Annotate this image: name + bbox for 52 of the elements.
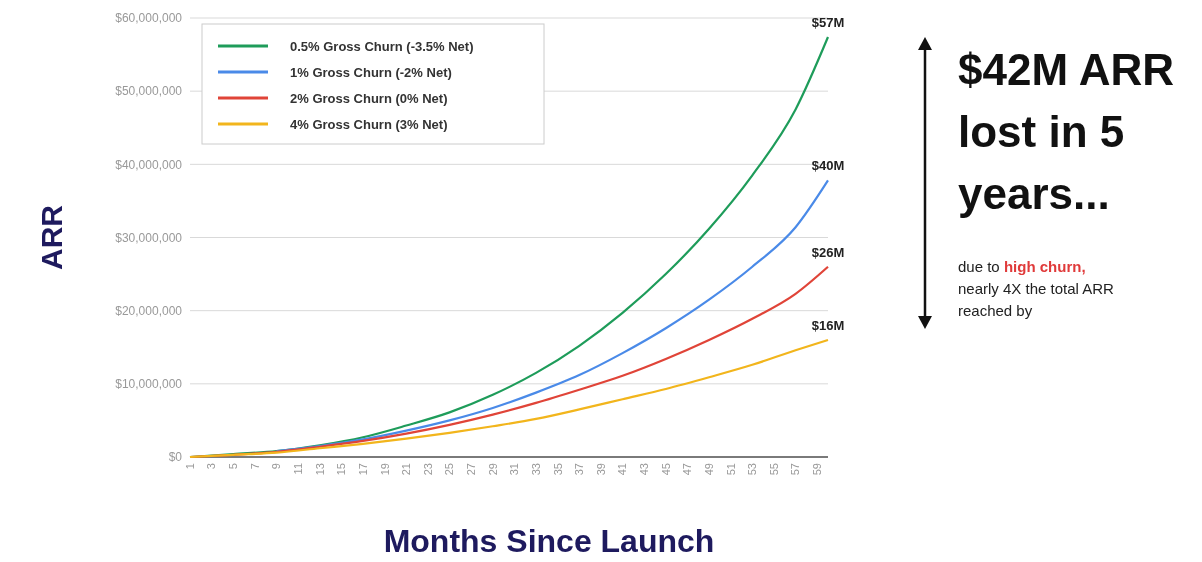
x-tick-label: 13 (313, 463, 326, 476)
x-tick-label: 33 (529, 463, 542, 476)
x-tick-label: 57 (789, 463, 802, 476)
legend-label: 4% Gross Churn (3% Net) (290, 116, 448, 132)
x-tick-label: 15 (335, 463, 348, 476)
x-tick-label: 55 (767, 463, 780, 476)
text: $42M ARR lost in 5 years... (958, 45, 1174, 218)
x-tick-label: 49 (702, 463, 715, 476)
x-tick-label: 17 (356, 463, 369, 476)
legend-label: 0.5% Gross Churn (-3.5% Net) (290, 38, 474, 54)
y-tick-label: $0 (168, 450, 183, 465)
y-tick-label: $60,000,000 (115, 11, 183, 26)
x-tick-label: 47 (681, 463, 694, 476)
y-tick-label: $50,000,000 (115, 84, 183, 99)
x-tick-label: 41 (616, 463, 629, 476)
annotation: $40M (811, 158, 845, 174)
annotation: $16M (811, 317, 845, 333)
x-tick-label: 5 (227, 463, 240, 470)
x-tick-label: 29 (486, 463, 499, 476)
y-axis-title: ARR (35, 204, 68, 270)
x-tick-label: 1 (183, 463, 196, 470)
x-tick-label: 25 (443, 463, 456, 476)
y-tick-label: $30,000,000 (115, 230, 183, 245)
line-series (188, 338, 830, 459)
x-tick-label: 45 (659, 463, 672, 476)
legend-label: 2% Gross Churn (0% Net) (290, 90, 448, 106)
text: due to (958, 258, 1000, 275)
x-tick-label: 21 (400, 463, 413, 476)
annotation: $57M (811, 15, 845, 31)
x-tick-label: 9 (270, 463, 283, 470)
x-axis-title: Months Since Launch (383, 523, 715, 559)
x-tick-label: 27 (465, 463, 477, 476)
x-tick-label: 7 (248, 463, 261, 470)
text: high churn, (1003, 258, 1086, 275)
x-tick-label: 35 (551, 463, 564, 476)
x-tick-label: 3 (205, 463, 218, 470)
x-tick-label: 23 (421, 463, 434, 476)
x-tick-label: 19 (378, 463, 391, 476)
x-tick-label: 37 (573, 463, 586, 476)
text: nearly 4X the total ARR reached by (958, 280, 1115, 319)
y-tick-label: $40,000,000 (115, 157, 183, 172)
legend-label: 1% Gross Churn (-2% Net) (290, 64, 452, 80)
x-tick-label: 39 (594, 463, 607, 476)
x-tick-label: 59 (811, 463, 824, 476)
x-tick-label: 51 (724, 463, 737, 476)
x-tick-label: 53 (746, 463, 759, 476)
x-tick-label: 43 (638, 463, 651, 476)
y-tick-label: $10,000,000 (115, 377, 183, 392)
y-tick-label: $20,000,000 (115, 303, 183, 318)
x-tick-label: 31 (508, 463, 521, 476)
x-tick-label: 11 (291, 463, 304, 475)
annotation: $26M (811, 244, 845, 260)
